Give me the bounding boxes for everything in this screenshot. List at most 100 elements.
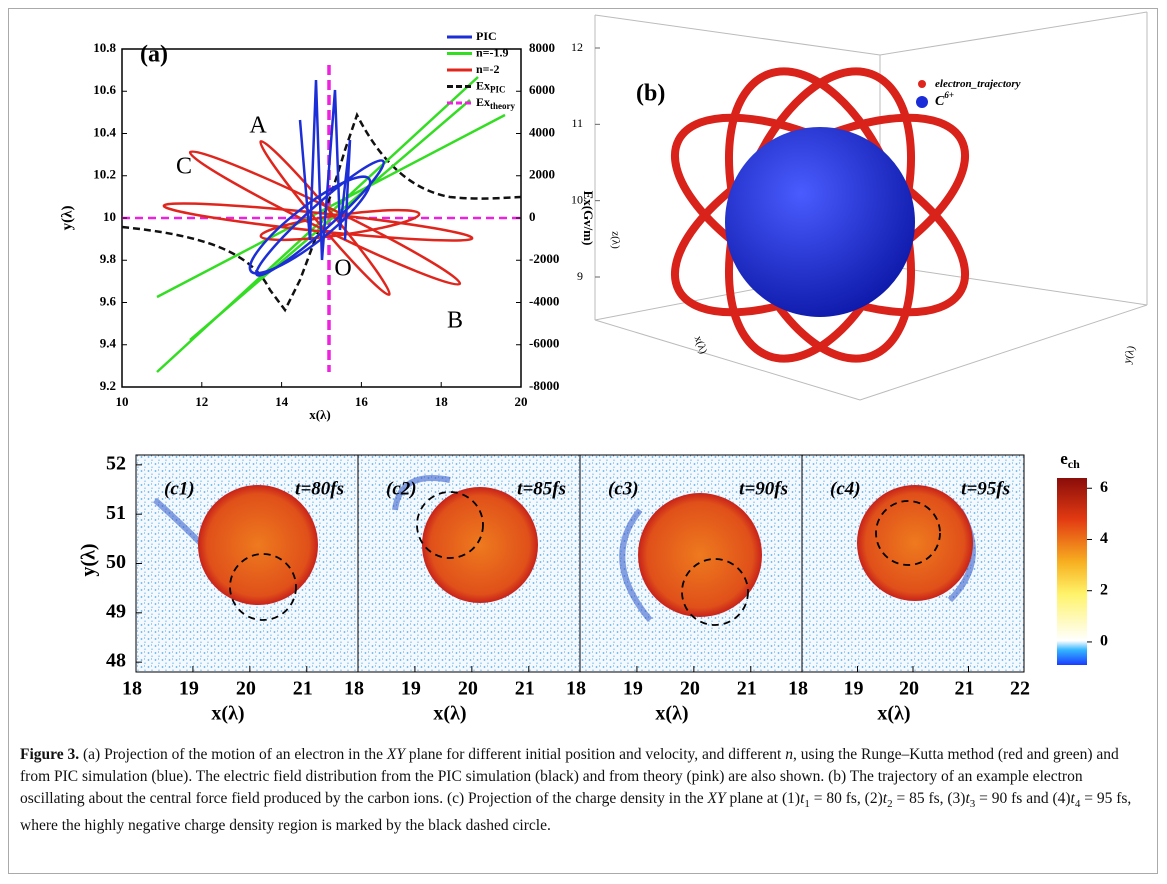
y2-tick-label: 2000 xyxy=(529,167,555,182)
caption-run: (a) Projection of the motion of an elect… xyxy=(79,746,387,763)
legend-label: n=-2 xyxy=(476,62,500,76)
pic xyxy=(298,79,352,261)
caption-run: t xyxy=(882,790,888,807)
caption-run: n xyxy=(785,746,793,763)
ion-sphere xyxy=(725,127,915,317)
annotation: O xyxy=(334,256,351,282)
y-axis-label: y(λ) xyxy=(78,543,100,576)
caption-run: = 90 fs and (4) xyxy=(975,790,1071,807)
panel-label: (c4) xyxy=(830,478,861,499)
time-label: t=85fs xyxy=(517,478,566,499)
time-label: t=95fs xyxy=(961,478,1010,499)
y2-tick-label: -2000 xyxy=(529,251,559,266)
caption-run: , using the Runge–Kutta method (red and … xyxy=(20,746,1119,807)
panel-label: (a) xyxy=(140,42,168,68)
n19c xyxy=(189,99,471,341)
x-tick-label: 18 xyxy=(566,678,586,700)
y-tick-label: 9.8 xyxy=(100,251,117,266)
panel-c-images xyxy=(135,454,1025,673)
y-tick-label: 10.2 xyxy=(93,167,116,182)
time-label: t=80fs xyxy=(295,478,344,499)
legend-swatch xyxy=(918,80,926,88)
x-tick-label: 20 xyxy=(458,678,478,700)
x-tick-label: 19 xyxy=(623,678,643,700)
x-tick-label: 19 xyxy=(401,678,421,700)
y-tick-label: 48 xyxy=(106,650,126,672)
x-tick-label: 20 xyxy=(515,394,528,409)
colorbar-title: ech xyxy=(1060,449,1080,471)
legend-name: electron_trajectory xyxy=(935,78,1021,90)
legend-label: PIC xyxy=(476,29,497,43)
legend-name: n=-1.9 xyxy=(476,45,509,59)
caption-run: XY xyxy=(386,746,405,763)
x-tick-label: 21 xyxy=(293,678,313,700)
annotation: A xyxy=(249,113,267,139)
x-tick-label: 10 xyxy=(116,394,129,409)
z-tick-label: 9 xyxy=(577,269,583,283)
z-tick-label: 10 xyxy=(571,192,583,206)
legend-name: PIC xyxy=(476,29,497,43)
y-tick-label: 10.4 xyxy=(93,124,116,139)
caption-run: t xyxy=(965,790,970,807)
x-tick-label: 14 xyxy=(275,394,289,409)
caption-run: 3 xyxy=(969,798,976,811)
y-tick-label: 10.8 xyxy=(93,40,116,55)
annotation: C xyxy=(176,154,192,180)
y2-tick-label: -8000 xyxy=(529,378,559,393)
caption-run: XY xyxy=(707,790,726,807)
x-tick-label: 18 xyxy=(344,678,364,700)
y2-tick-label: 8000 xyxy=(529,40,555,55)
x-axis-label: x(λ) xyxy=(433,703,466,725)
figure-frame xyxy=(8,8,1158,874)
caption-run: t xyxy=(800,790,805,807)
legend-name: C xyxy=(935,94,945,109)
legend-subscript: theory xyxy=(490,101,515,111)
legend-name: Ex xyxy=(476,78,490,92)
x-tick-label: 16 xyxy=(355,394,369,409)
y-tick-label: 9.2 xyxy=(100,378,116,393)
n19b xyxy=(156,113,506,299)
annotation: B xyxy=(447,308,463,334)
legend-name: Ex xyxy=(476,95,490,109)
y-tick-label: 52 xyxy=(106,452,126,474)
colorbar-title-sub: ch xyxy=(1068,457,1080,471)
x-tick-label: 18 xyxy=(435,394,449,409)
y2-axis-label: Ex(Gv/m) xyxy=(581,191,596,246)
caption-run: plane at (1) xyxy=(725,790,801,807)
ex-pic xyxy=(121,111,522,313)
caption-run: = 85 fs, (3) xyxy=(892,790,966,807)
y-axis-label: y(λ) xyxy=(1121,344,1137,365)
caption: Figure 3. (a) Projection of the motion o… xyxy=(20,744,1145,837)
x-tick-label: 19 xyxy=(179,678,199,700)
colorbar-tick-label: 4 xyxy=(1100,530,1108,547)
x-axis-label: x(λ) xyxy=(877,703,910,725)
legend-swatch xyxy=(916,96,928,108)
legend-name: n=-2 xyxy=(476,62,500,76)
x-tick-label: 21 xyxy=(515,678,535,700)
panel-label: (c1) xyxy=(164,478,195,499)
y-tick-label: 49 xyxy=(106,600,126,622)
panel-a-curves xyxy=(121,65,522,373)
legend-label: C6+ xyxy=(935,90,954,109)
y2-tick-label: -4000 xyxy=(529,293,559,308)
x-axis-label: x(λ) xyxy=(692,334,710,355)
y-tick-label: 9.6 xyxy=(100,293,117,308)
z-axis-label: z(λ) xyxy=(609,231,621,249)
y-tick-label: 10 xyxy=(103,209,116,224)
caption-run: t xyxy=(1070,790,1075,807)
time-label: t=90fs xyxy=(739,478,788,499)
n2 xyxy=(259,139,391,297)
legend-superscript: 6+ xyxy=(944,90,954,100)
caption-run: = 80 fs, (2) xyxy=(809,790,883,807)
y2-tick-label: 6000 xyxy=(529,82,555,97)
colorbar-tick-label: 6 xyxy=(1100,479,1108,496)
x-tick-label: 20 xyxy=(236,678,256,700)
legend-label: n=-1.9 xyxy=(476,45,509,59)
y2-tick-label: -6000 xyxy=(529,336,559,351)
x-tick-label: 21 xyxy=(955,678,975,700)
y-tick-label: 51 xyxy=(106,502,126,524)
caption-run: 2 xyxy=(887,798,893,811)
x-axis-label: x(λ) xyxy=(655,703,688,725)
legend-label: electron_trajectory xyxy=(935,78,1021,90)
x-tick-label: 22 xyxy=(1010,678,1030,700)
